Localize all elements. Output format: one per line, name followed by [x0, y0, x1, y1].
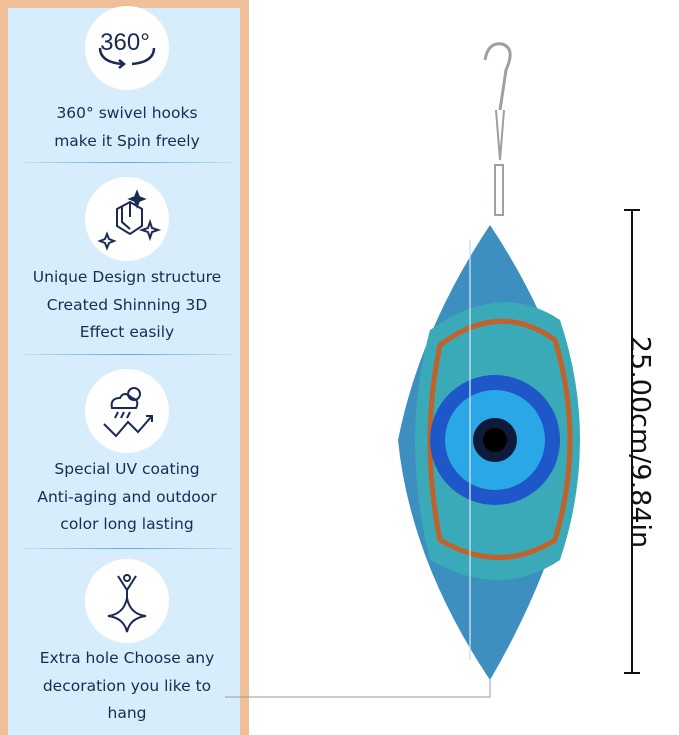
- feature-line: decoration you like to: [42, 676, 212, 695]
- hanging-hole-icon: [85, 559, 169, 643]
- divider: [24, 162, 232, 163]
- feature-line: 360° swivel hooks: [56, 104, 198, 122]
- feature-line: Special UV coating: [54, 460, 200, 478]
- feature-line: Unique Design structure: [32, 268, 222, 286]
- dimension-label: 25.00cm/9.84in: [624, 335, 656, 549]
- uv-weather-icon: [85, 369, 169, 453]
- feature-line: Extra hole Choose any: [39, 649, 215, 667]
- svg-text:360°: 360°: [100, 29, 150, 56]
- leader-line: [225, 680, 491, 698]
- dimension-bar: [624, 209, 640, 674]
- 3d-cube-sparkle-icon: [85, 177, 169, 261]
- divider: [24, 354, 232, 355]
- rotate-360-icon: 360°: [85, 6, 169, 90]
- feature-line: Anti-aging and outdoor: [37, 487, 217, 506]
- feature-line: color long lasting: [60, 515, 194, 533]
- feature-text-swivel: 360° swivel hooks make it Spin freely: [8, 100, 246, 155]
- swivel-hook: [483, 42, 512, 216]
- feature-line: make it Spin freely: [54, 131, 200, 150]
- divider: [24, 548, 232, 549]
- evil-eye-spinner: [398, 225, 580, 680]
- feature-line: Created Shinning 3D: [46, 295, 208, 314]
- feature-text-hole: Extra hole Choose any decoration you like…: [8, 645, 246, 728]
- feature-line: hang: [107, 704, 147, 722]
- feature-text-uv: Special UV coating Anti-aging and outdoor…: [8, 456, 246, 539]
- feature-line: Effect easily: [79, 323, 175, 341]
- feature-text-design: Unique Design structure Created Shinning …: [8, 264, 246, 347]
